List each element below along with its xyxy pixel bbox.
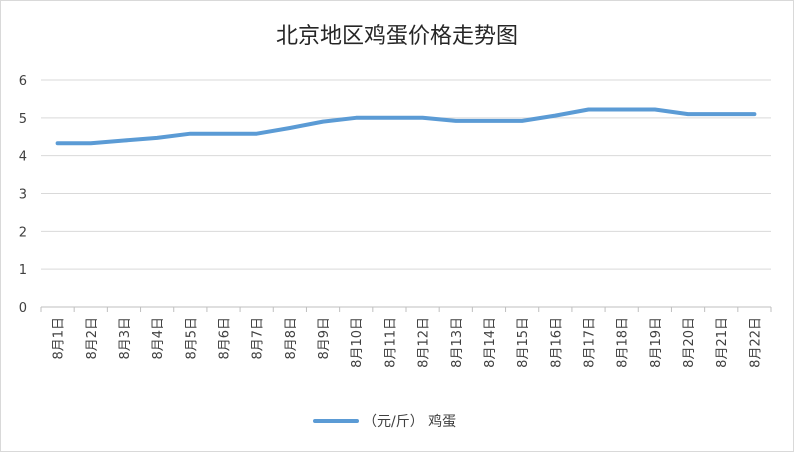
x-tick-label: 8月17日: [583, 317, 598, 368]
x-tick-label: 8月13日: [450, 317, 465, 368]
legend-label: （元/斤） 鸡蛋: [363, 413, 456, 430]
y-tick-label: 4: [19, 150, 27, 165]
y-tick-label: 3: [19, 188, 27, 203]
legend: （元/斤） 鸡蛋: [313, 413, 456, 430]
x-tick-label: 8月21日: [715, 317, 730, 368]
x-tick-label: 8月19日: [649, 317, 664, 368]
x-tick-label: 8月18日: [616, 317, 631, 368]
x-tick-label: 8月20日: [682, 317, 697, 368]
y-tick-label: 2: [19, 225, 27, 240]
x-tick-label: 8月1日: [52, 317, 67, 360]
x-tick-label: 8月8日: [284, 317, 299, 360]
x-tick-label: 8月6日: [218, 317, 233, 360]
y-tick-label: 6: [19, 74, 27, 89]
x-tick-label: 8月15日: [516, 317, 531, 368]
series-lines: [55, 107, 757, 146]
x-tick-label: 8月16日: [549, 317, 564, 368]
series-line: [55, 107, 757, 146]
x-tick-label: 8月4日: [151, 317, 166, 360]
x-tick-label: 8月5日: [184, 317, 199, 360]
axes: [40, 306, 772, 312]
chart-title: 北京地区鸡蛋价格走势图: [276, 24, 518, 49]
x-tick-label: 8月14日: [483, 317, 498, 368]
y-tick-label: 0: [19, 301, 27, 316]
x-axis-tick-labels: 8月1日 8月2日 8月3日 8月4日 8月5日 8月6日 8月7日 8月8日 8月9日 8月10…: [52, 317, 764, 368]
x-tick-label: 8月12日: [417, 317, 432, 368]
x-tick-label: 8月2日: [85, 317, 100, 360]
gridlines: [41, 79, 771, 270]
x-tick-label: 8月22日: [748, 317, 763, 368]
y-tick-label: 5: [19, 112, 27, 127]
y-axis-tick-labels: 0 1 2 3 4 5 6: [19, 74, 27, 316]
x-tick-label: 8月9日: [317, 317, 332, 360]
x-tick-label: 8月7日: [251, 317, 266, 360]
x-tick-label: 8月3日: [118, 317, 133, 360]
x-tick-label: 8月11日: [383, 317, 398, 368]
x-tick-label: 8月10日: [350, 317, 365, 368]
y-tick-label: 1: [19, 263, 27, 278]
